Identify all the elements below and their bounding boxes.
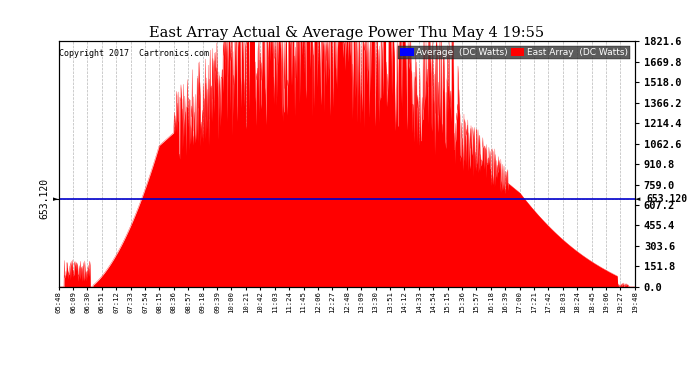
Legend: Average  (DC Watts), East Array  (DC Watts): Average (DC Watts), East Array (DC Watts… [398,46,630,59]
Text: ◄: ◄ [635,196,641,202]
Text: 653.120: 653.120 [647,194,687,204]
Text: Copyright 2017  Cartronics.com: Copyright 2017 Cartronics.com [59,49,209,58]
Text: ►: ► [52,196,58,202]
Title: East Array Actual & Average Power Thu May 4 19:55: East Array Actual & Average Power Thu Ma… [149,26,544,40]
